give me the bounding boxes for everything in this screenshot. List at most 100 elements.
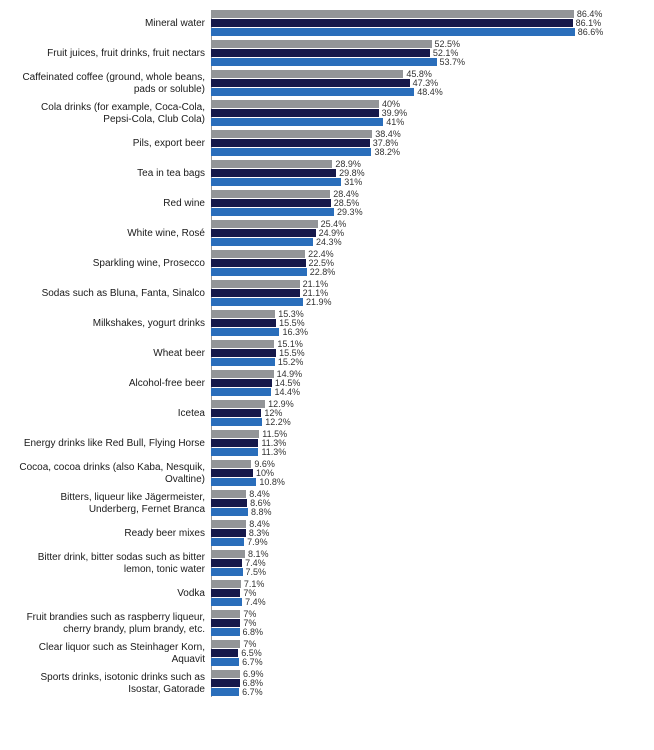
category-label: Bitter drink, bitter sodas such as bitte… xyxy=(10,552,211,576)
chart-row: Mineral water86.4%86.1%86.6% xyxy=(10,10,644,37)
category-label: Bitters, liqueur like Jägermeister, Unde… xyxy=(10,492,211,516)
bar-wrap: 7.5% xyxy=(211,568,644,576)
bar-wrap: 10% xyxy=(211,469,644,477)
bar xyxy=(211,100,379,108)
bar-value: 15.2% xyxy=(278,357,304,367)
bar xyxy=(211,610,240,618)
category-label: Red wine xyxy=(10,198,211,210)
bar-value: 31% xyxy=(344,177,362,187)
bar-wrap: 24.9% xyxy=(211,229,644,237)
bar xyxy=(211,298,303,306)
chart-row: White wine, Rosé25.4%24.9%24.3% xyxy=(10,220,644,247)
bar-value: 53.7% xyxy=(440,57,466,67)
bar xyxy=(211,79,410,87)
bar-group: 38.4%37.8%38.2% xyxy=(211,130,644,157)
bar-wrap: 15.5% xyxy=(211,349,644,357)
bar xyxy=(211,400,265,408)
bar-wrap: 12.9% xyxy=(211,400,644,408)
bar-wrap: 21.1% xyxy=(211,289,644,297)
category-label: Mineral water xyxy=(10,18,211,30)
bar xyxy=(211,418,262,426)
bar-group: 9.6%10%10.8% xyxy=(211,460,644,487)
bar xyxy=(211,169,336,177)
bar-value: 24.3% xyxy=(316,237,342,247)
bar xyxy=(211,460,251,468)
bar-wrap: 14.5% xyxy=(211,379,644,387)
category-label: Clear liquor such as Steinhager Korn, Aq… xyxy=(10,642,211,666)
chart-row: Vodka7.1%7%7.4% xyxy=(10,580,644,607)
chart-row: Clear liquor such as Steinhager Korn, Aq… xyxy=(10,640,644,667)
bar xyxy=(211,619,240,627)
bar xyxy=(211,220,318,228)
chart-row: Bitters, liqueur like Jägermeister, Unde… xyxy=(10,490,644,517)
bar-wrap: 8.3% xyxy=(211,529,644,537)
chart-row: Fruit brandies such as raspberry liqueur… xyxy=(10,610,644,637)
bar-wrap: 6.8% xyxy=(211,679,644,687)
bar xyxy=(211,649,238,657)
bar-wrap: 7.4% xyxy=(211,598,644,606)
bar xyxy=(211,379,272,387)
bar-wrap: 7.1% xyxy=(211,580,644,588)
bar xyxy=(211,238,313,246)
bar-wrap: 8.8% xyxy=(211,508,644,516)
bar-wrap: 40% xyxy=(211,100,644,108)
bar xyxy=(211,139,370,147)
bar-group: 7.1%7%7.4% xyxy=(211,580,644,607)
bar xyxy=(211,589,240,597)
bar-group: 28.4%28.5%29.3% xyxy=(211,190,644,217)
chart-row: Wheat beer15.1%15.5%15.2% xyxy=(10,340,644,367)
bar-wrap: 31% xyxy=(211,178,644,186)
bar-wrap: 39.9% xyxy=(211,109,644,117)
bar-group: 21.1%21.1%21.9% xyxy=(211,280,644,307)
bar xyxy=(211,340,274,348)
bar-value: 7.4% xyxy=(245,597,266,607)
chart-row: Red wine28.4%28.5%29.3% xyxy=(10,190,644,217)
bar-wrap: 22.5% xyxy=(211,259,644,267)
bar-group: 8.4%8.3%7.9% xyxy=(211,520,644,547)
bar-wrap: 8.1% xyxy=(211,550,644,558)
bar-value: 6.8% xyxy=(243,627,264,637)
bar xyxy=(211,388,271,396)
bar-wrap: 29.3% xyxy=(211,208,644,216)
bar-group: 14.9%14.5%14.4% xyxy=(211,370,644,397)
bar xyxy=(211,670,240,678)
bar-group: 11.5%11.3%11.3% xyxy=(211,430,644,457)
bar-group: 25.4%24.9%24.3% xyxy=(211,220,644,247)
bar-wrap: 52.5% xyxy=(211,40,644,48)
category-label: Pils, export beer xyxy=(10,138,211,150)
bar-value: 8.8% xyxy=(251,507,272,517)
bar-wrap: 9.6% xyxy=(211,460,644,468)
bar-wrap: 14.4% xyxy=(211,388,644,396)
bar-group: 8.4%8.6%8.8% xyxy=(211,490,644,517)
category-label: Energy drinks like Red Bull, Flying Hors… xyxy=(10,438,211,450)
bar-value: 29.3% xyxy=(337,207,363,217)
bar-wrap: 38.4% xyxy=(211,130,644,138)
bar-wrap: 14.9% xyxy=(211,370,644,378)
bar xyxy=(211,289,300,297)
category-label: Fruit brandies such as raspberry liqueur… xyxy=(10,612,211,636)
chart-rows: Mineral water86.4%86.1%86.6%Fruit juices… xyxy=(10,10,644,697)
category-label: Sparkling wine, Prosecco xyxy=(10,258,211,270)
chart-row: Alcohol-free beer14.9%14.5%14.4% xyxy=(10,370,644,397)
bar-wrap: 12.2% xyxy=(211,418,644,426)
bar-wrap: 7% xyxy=(211,619,644,627)
bar-wrap: 48.4% xyxy=(211,88,644,96)
bar-wrap: 15.1% xyxy=(211,340,644,348)
chart-row: Milkshakes, yogurt drinks15.3%15.5%16.3% xyxy=(10,310,644,337)
bar-wrap: 15.3% xyxy=(211,310,644,318)
bar-wrap: 7.4% xyxy=(211,559,644,567)
bar xyxy=(211,199,331,207)
bar-group: 22.4%22.5%22.8% xyxy=(211,250,644,277)
bar xyxy=(211,640,240,648)
bar-value: 7.5% xyxy=(246,567,267,577)
category-label: Ready beer mixes xyxy=(10,528,211,540)
bar xyxy=(211,448,258,456)
category-label: Wheat beer xyxy=(10,348,211,360)
bar-wrap: 7% xyxy=(211,589,644,597)
bar xyxy=(211,259,306,267)
bar xyxy=(211,58,437,66)
chart-row: Sodas such as Bluna, Fanta, Sinalco21.1%… xyxy=(10,280,644,307)
chart-row: Sparkling wine, Prosecco22.4%22.5%22.8% xyxy=(10,250,644,277)
bar-wrap: 7% xyxy=(211,640,644,648)
category-label: Vodka xyxy=(10,588,211,600)
